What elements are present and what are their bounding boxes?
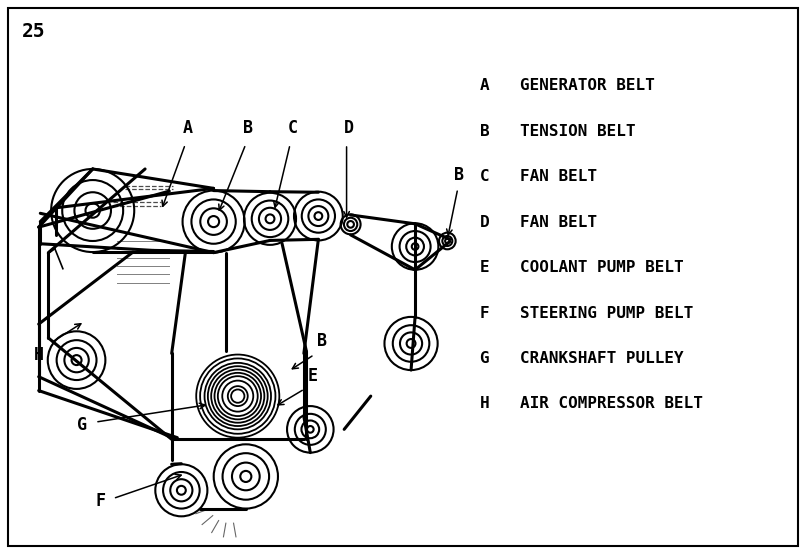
Text: G: G	[77, 416, 87, 434]
Text: B: B	[455, 166, 464, 184]
Text: A: A	[183, 119, 193, 137]
Text: CRANKSHAFT PULLEY: CRANKSHAFT PULLEY	[520, 351, 683, 366]
Text: FAN BELT: FAN BELT	[520, 169, 597, 184]
Text: STEERING PUMP BELT: STEERING PUMP BELT	[520, 305, 693, 321]
Text: TENSION BELT: TENSION BELT	[520, 124, 635, 139]
Text: GENERATOR BELT: GENERATOR BELT	[520, 78, 654, 94]
Text: F: F	[480, 305, 489, 321]
Text: B: B	[480, 124, 489, 139]
Text: C: C	[480, 169, 489, 184]
Text: H: H	[480, 396, 489, 412]
Text: G: G	[480, 351, 489, 366]
Text: 25: 25	[22, 22, 45, 41]
Text: B: B	[318, 332, 327, 350]
Text: A: A	[480, 78, 489, 94]
Text: E: E	[480, 260, 489, 275]
Text: D: D	[480, 214, 489, 230]
Text: E: E	[308, 367, 318, 385]
Text: D: D	[344, 119, 354, 137]
Text: FAN BELT: FAN BELT	[520, 214, 597, 230]
Text: B: B	[243, 119, 253, 137]
Text: C: C	[288, 119, 297, 137]
Text: F: F	[96, 493, 106, 510]
Text: COOLANT PUMP BELT: COOLANT PUMP BELT	[520, 260, 683, 275]
Text: AIR COMPRESSOR BELT: AIR COMPRESSOR BELT	[520, 396, 703, 412]
Text: H: H	[34, 346, 44, 364]
